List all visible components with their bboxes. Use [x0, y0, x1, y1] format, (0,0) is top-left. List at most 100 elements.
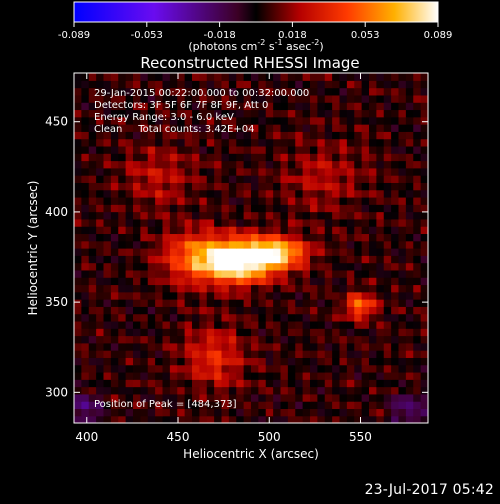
heatmap-cell [155, 262, 164, 271]
heatmap-cell [413, 320, 422, 329]
heatmap-cell [265, 350, 274, 358]
heatmap-cell [228, 124, 237, 132]
heatmap-cell [302, 94, 311, 103]
heatmap-cell [317, 408, 326, 417]
heatmap-cell [177, 371, 186, 380]
heatmap-cell [81, 196, 90, 205]
heatmap-cell [310, 73, 318, 81]
heatmap-cell [324, 291, 333, 300]
heatmap-cell [184, 277, 193, 286]
heatmap-cell [383, 182, 392, 191]
heatmap-cell [376, 342, 385, 351]
heatmap-cell [332, 357, 341, 366]
heatmap-cell [192, 277, 200, 286]
heatmap-cell [420, 408, 428, 417]
heatmap-cell [405, 138, 414, 147]
heatmap-cell [369, 371, 377, 380]
heatmap-cell [74, 284, 82, 293]
heatmap-cell [228, 226, 237, 235]
heatmap-cell [169, 299, 178, 307]
heatmap-cell [369, 175, 377, 183]
heatmap-cell [169, 357, 178, 366]
heatmap-cell [258, 145, 267, 154]
heatmap-cell [162, 335, 171, 344]
heatmap-cell [177, 277, 186, 286]
heatmap-cell [88, 87, 97, 96]
heatmap-cell [346, 255, 355, 264]
heatmap-cell [206, 175, 215, 183]
heatmap-cell [74, 153, 82, 162]
heatmap-cell [332, 284, 341, 293]
heatmap-cell [236, 371, 245, 380]
heatmap-cell [88, 371, 97, 380]
heatmap-cell [177, 262, 186, 271]
heatmap-cell [251, 226, 259, 235]
heatmap-cell [162, 386, 171, 395]
heatmap-cell [140, 248, 149, 256]
heatmap-cell [236, 342, 245, 351]
heatmap-cell [162, 153, 171, 162]
heatmap-cell [206, 196, 215, 205]
heatmap-cell [155, 379, 164, 388]
heatmap-cell [413, 189, 422, 198]
heatmap-cell [251, 262, 259, 271]
heatmap-cell [369, 87, 377, 96]
heatmap-cell [405, 116, 414, 125]
heatmap-cell [184, 379, 193, 388]
heatmap-cell [177, 102, 186, 111]
heatmap-cell [118, 335, 127, 344]
heatmap-cell [332, 408, 341, 417]
heatmap-cell [310, 313, 318, 322]
heatmap-cell [184, 233, 193, 242]
heatmap-cell [88, 415, 97, 423]
heatmap-cell [251, 313, 259, 322]
heatmap-cell [133, 277, 141, 286]
heatmap-cell [74, 255, 82, 264]
heatmap-cell [405, 255, 414, 264]
heatmap-cell [280, 116, 289, 125]
heatmap-cell [265, 379, 274, 388]
heatmap-cell [221, 320, 230, 329]
heatmap-cell [405, 109, 414, 118]
heatmap-cell [258, 408, 267, 417]
heatmap-cell [221, 306, 230, 315]
heatmap-cell [369, 211, 377, 220]
heatmap-cell [147, 175, 156, 183]
heatmap-cell [184, 306, 193, 315]
heatmap-cell [221, 182, 230, 191]
heatmap-cell [243, 211, 252, 220]
heatmap-cell [88, 299, 97, 307]
heatmap-cell [184, 299, 193, 307]
heatmap-cell [206, 233, 215, 242]
heatmap-cell [110, 364, 119, 373]
heatmap-cell [251, 248, 259, 256]
heatmap-cell [405, 211, 414, 220]
heatmap-cell [184, 415, 193, 423]
heatmap-cell [221, 80, 230, 89]
heatmap-cell [361, 320, 370, 329]
heatmap-cell [310, 342, 318, 351]
heatmap-cell [295, 291, 304, 300]
heatmap-cell [310, 87, 318, 96]
heatmap-cell [317, 255, 326, 264]
heatmap-cell [147, 277, 156, 286]
heatmap-cell [133, 328, 141, 337]
heatmap-cell [339, 320, 348, 329]
heatmap-cell [383, 80, 392, 89]
heatmap-cell [405, 218, 414, 227]
heatmap-cell [354, 386, 363, 395]
heatmap-cell [302, 328, 311, 337]
heatmap-cell [265, 160, 274, 169]
heatmap-cell [339, 211, 348, 220]
heatmap-cell [346, 269, 355, 278]
heatmap-cell [361, 226, 370, 235]
heatmap-cell [391, 226, 400, 235]
heatmap-cell [361, 138, 370, 147]
heatmap-cell [162, 240, 171, 249]
heatmap-cell [405, 131, 414, 140]
heatmap-cell [169, 255, 178, 264]
heatmap-cell [376, 393, 385, 402]
heatmap-cell [302, 379, 311, 388]
heatmap-cell [346, 240, 355, 249]
heatmap-cell [155, 131, 164, 140]
